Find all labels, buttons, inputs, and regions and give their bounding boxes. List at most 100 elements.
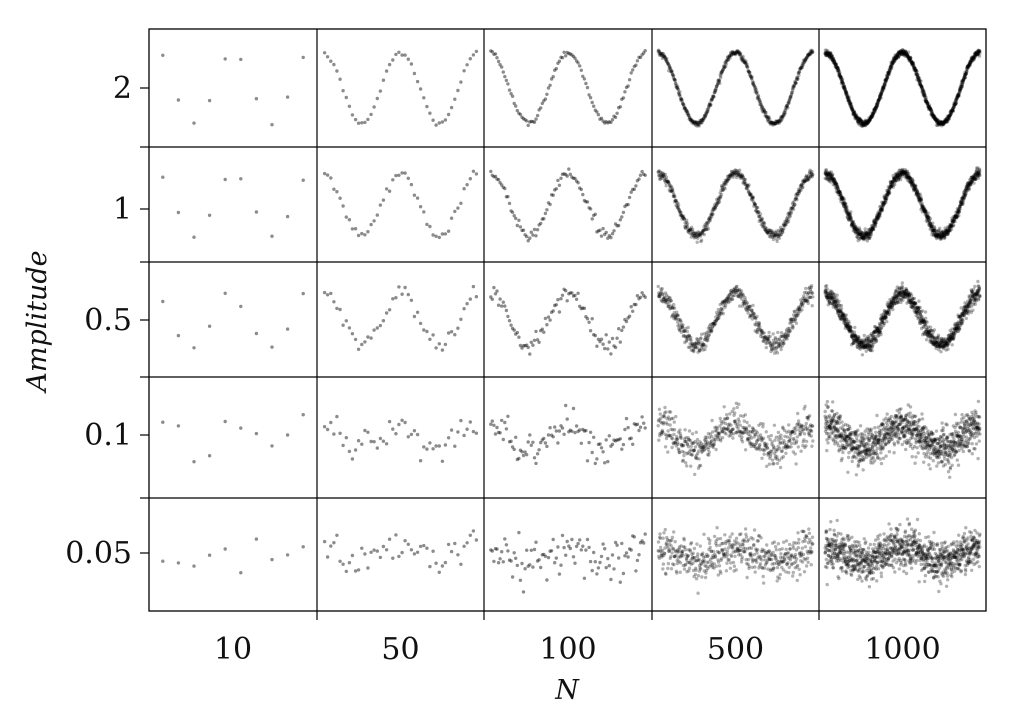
scatter-point [537,340,541,344]
scatter-point [679,97,684,102]
scatter-point [604,333,608,337]
scatter-point [285,214,290,219]
scatter-point [462,69,466,73]
scatter-point [714,86,718,91]
scatter-panel [823,279,982,357]
scatter-point [574,59,579,63]
scatter-point [703,115,707,119]
scatter-point [719,192,724,197]
scatter-point [285,327,290,331]
scatter-point [681,104,686,108]
scatter-point [755,314,759,319]
scatter-point [693,122,697,126]
scatter-point [663,54,667,58]
scatter-point [888,190,892,195]
scatter-point [736,49,740,53]
scatter-point [738,168,742,172]
scatter-point [490,297,494,301]
scatter-point [735,50,739,54]
scatter-point [551,75,555,79]
scatter-point [737,52,741,56]
scatter-point [725,58,729,62]
scatter-point [539,221,543,226]
scatter-point [667,69,671,73]
scatter-point [676,91,681,95]
scatter-point [672,77,676,82]
scatter-point [329,59,333,63]
scatter-point [607,340,611,344]
scatter-point [799,65,804,69]
scatter-point [688,118,693,122]
scatter-point [928,217,933,221]
scatter-point [689,118,693,123]
scatter-point [749,76,754,81]
scatter-point [680,100,684,104]
scatter-point [207,324,212,328]
scatter-point [434,123,438,127]
scatter-point [788,97,792,101]
scatter-point [802,60,806,64]
scatter-point [767,330,771,335]
scatter-point [789,92,794,96]
scatter-point [761,108,765,112]
scatter-point [381,319,386,323]
scatter-point [437,235,441,240]
scatter-point [493,52,498,56]
scatter-point [753,87,757,91]
scatter-point [758,102,762,107]
scatter-point [782,112,786,117]
scatter-point [952,223,956,227]
scatter-point [792,84,796,88]
scatter-point [570,53,574,57]
scatter-point [425,104,429,109]
scatter-point [440,232,445,236]
scatter-point [801,63,805,68]
scatter-point [509,323,513,327]
scatter-point [578,64,582,68]
scatter-point [714,88,718,93]
scatter-point [704,112,708,117]
scatter-point [510,210,515,214]
scatter-point [760,105,764,109]
scatter-point [739,54,743,58]
scatter-point [627,195,632,200]
scatter-point [254,97,259,101]
scatter-point [736,50,740,55]
scatter-point [680,102,685,106]
scatter-point [696,123,700,127]
scatter-point [515,108,519,113]
scatter-point [585,317,590,321]
scatter-point [787,98,791,102]
scatter-point [734,50,738,54]
scatter-point [598,117,602,121]
scatter-point [532,227,537,232]
scatter-point [422,328,426,332]
scatter-point [532,120,537,124]
scatter-point [844,313,848,317]
scatter-point [285,95,290,99]
scatter-point [705,108,709,112]
scatter-point [542,217,546,221]
scatter-point [543,316,548,321]
scatter-point [765,114,769,119]
scatter-point [635,59,640,63]
scatter-point [565,50,569,55]
scatter-point [738,53,742,57]
scatter-point [824,284,829,288]
scatter-point [540,327,544,331]
scatter-point [707,102,711,107]
scatter-point [468,297,472,301]
scatter-point [785,104,789,108]
scatter-point [638,173,643,177]
scatter-point [680,98,684,102]
scatter-point [710,328,714,333]
scatter-point [845,205,849,209]
scatter-point [553,68,557,72]
scatter-point [778,117,783,121]
scatter-point [695,124,699,128]
scatter-point [506,194,510,199]
scatter-point [656,49,660,54]
scatter-point [773,122,777,126]
scatter-point [579,187,583,192]
scatter-point [972,181,976,185]
